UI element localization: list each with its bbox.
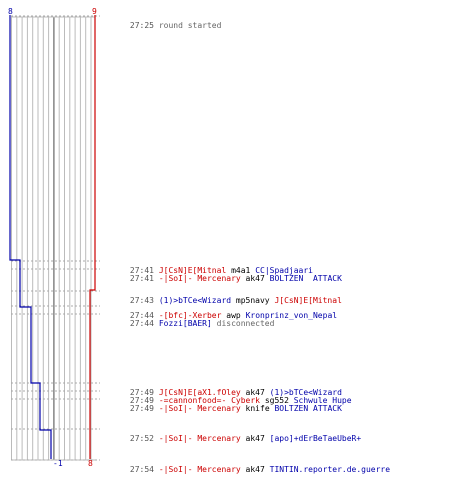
event-weapon: knife [245,404,270,413]
event-status: disconnected [216,319,275,328]
event-time: 27:41 [129,266,154,275]
event-victim: (1)>bTCe<Wizard [269,388,342,397]
event-weapon: m4a1 [231,266,251,275]
red-team-line [89,15,96,459]
blue-count-start: 8 [8,7,13,16]
event-time: 27:49 [129,396,154,405]
event-killer: (1)>bTCe<Wizard [158,296,232,305]
event-weapon: ak47 [245,388,265,397]
event-killer: J[CsN]E[aX1.fOley [158,388,241,397]
event-victim: [apo]+dErBeTaeUbeR+ [269,434,362,443]
red-count-start: 9 [92,7,97,16]
event-time: 27:43 [129,296,154,305]
event-row: 27:43 (1)>bTCe<Wizard mp5navy J[CsN]E[Mi… [101,287,342,314]
event-row: 27:44 -[bfc]-Xerber awp Kronprinz_von_Ne… [101,302,337,329]
event-weapon: sg552 [264,396,289,405]
event-victim: BOLTZEN ATTACK [269,274,342,283]
event-killer: -[bfc]-Xerber [158,311,222,320]
event-time: 27:44 [129,311,154,320]
event-killer: -|SoI|- Mercenary [158,274,241,283]
event-victim: Schwule Hupe [293,396,352,405]
event-victim: TINTIN.reporter.de.guerre [269,465,391,474]
event-victim: J[CsN]E[Mitnal [274,296,342,305]
blue-count-end: -1 [53,459,63,468]
event-time: 27:41 [129,274,154,283]
event-time: 27:49 [129,404,154,413]
event-time: 27:44 [129,319,154,328]
event-killer: -|SoI|- Mercenary [158,404,241,413]
event-row: 27:49 -|SoI|- Mercenary knife BOLTZEN AT… [101,395,342,422]
event-killer: -|SoI|- Mercenary [158,465,241,474]
event-victim: BOLTZEN ATTACK [274,404,342,413]
event-time: 27:49 [129,388,154,397]
event-player: Fozzi[BAER] [158,319,212,328]
event-weapon: ak47 [245,274,265,283]
event-row: 27:44 Fozzi[BAER] disconnected [101,310,275,337]
event-weapon: ak47 [245,465,265,474]
event-weapon: ak47 [245,434,265,443]
event-row: 27:41 J[CsN]E[Mitnal m4a1 CC|Spadjaari [101,257,313,284]
event-killer: -=cannonfood=- Cyberk [158,396,260,405]
red-count-end: 8 [88,459,93,468]
event-text: round started [158,21,222,30]
event-row: 27:41 -|SoI|- Mercenary ak47 BOLTZEN ATT… [101,265,342,292]
event-weapon: mp5navy [235,296,270,305]
blue-team-line [9,15,52,459]
event-row: 27:49 J[CsN]E[aX1.fOley ak47 (1)>bTCe<Wi… [101,379,342,406]
event-row: 27:49 -=cannonfood=- Cyberk sg552 Schwul… [101,387,352,414]
event-killer: -|SoI|- Mercenary [158,434,241,443]
event-time: 27:54 [129,465,154,474]
event-killer: J[CsN]E[Mitnal [158,266,227,275]
event-time: 27:52 [129,434,154,443]
event-row: 27:25 round started [101,12,222,39]
event-weapon: awp [226,311,241,320]
event-victim: CC|Spadjaari [255,266,313,275]
event-victim: Kronprinz_von_Nepal [245,311,338,320]
event-row: 27:54 -|SoI|- Mercenary ak47 TINTIN.repo… [101,456,390,483]
event-row: 27:52 -|SoI|- Mercenary ak47 [apo]+dErBe… [101,425,361,452]
event-time: 27:25 [129,21,154,30]
